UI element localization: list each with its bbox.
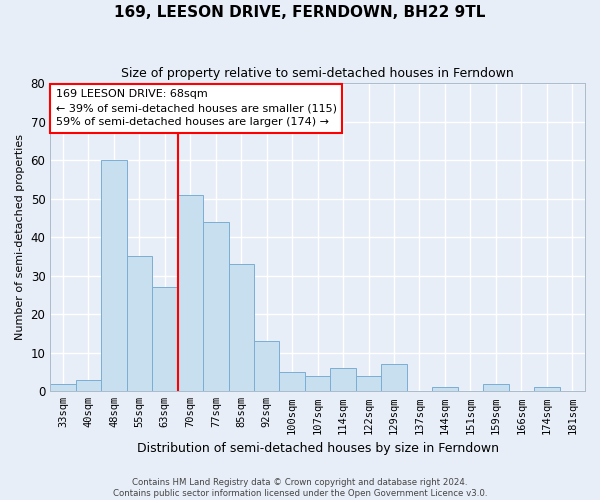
Bar <box>432 388 458 392</box>
Bar <box>203 222 229 392</box>
Bar <box>331 368 356 392</box>
Bar <box>127 256 152 392</box>
Bar <box>152 288 178 392</box>
Text: 169 LEESON DRIVE: 68sqm
← 39% of semi-detached houses are smaller (115)
59% of s: 169 LEESON DRIVE: 68sqm ← 39% of semi-de… <box>56 89 337 127</box>
Text: 169, LEESON DRIVE, FERNDOWN, BH22 9TL: 169, LEESON DRIVE, FERNDOWN, BH22 9TL <box>115 5 485 20</box>
Bar <box>382 364 407 392</box>
Bar <box>229 264 254 392</box>
Bar <box>483 384 509 392</box>
Bar <box>356 376 382 392</box>
Bar <box>305 376 331 392</box>
Bar <box>178 195 203 392</box>
Bar <box>280 372 305 392</box>
Y-axis label: Number of semi-detached properties: Number of semi-detached properties <box>15 134 25 340</box>
Bar <box>50 384 76 392</box>
Title: Size of property relative to semi-detached houses in Ferndown: Size of property relative to semi-detach… <box>121 68 514 80</box>
Bar <box>534 388 560 392</box>
Bar <box>76 380 101 392</box>
X-axis label: Distribution of semi-detached houses by size in Ferndown: Distribution of semi-detached houses by … <box>137 442 499 455</box>
Bar <box>254 341 280 392</box>
Text: Contains HM Land Registry data © Crown copyright and database right 2024.
Contai: Contains HM Land Registry data © Crown c… <box>113 478 487 498</box>
Bar <box>101 160 127 392</box>
